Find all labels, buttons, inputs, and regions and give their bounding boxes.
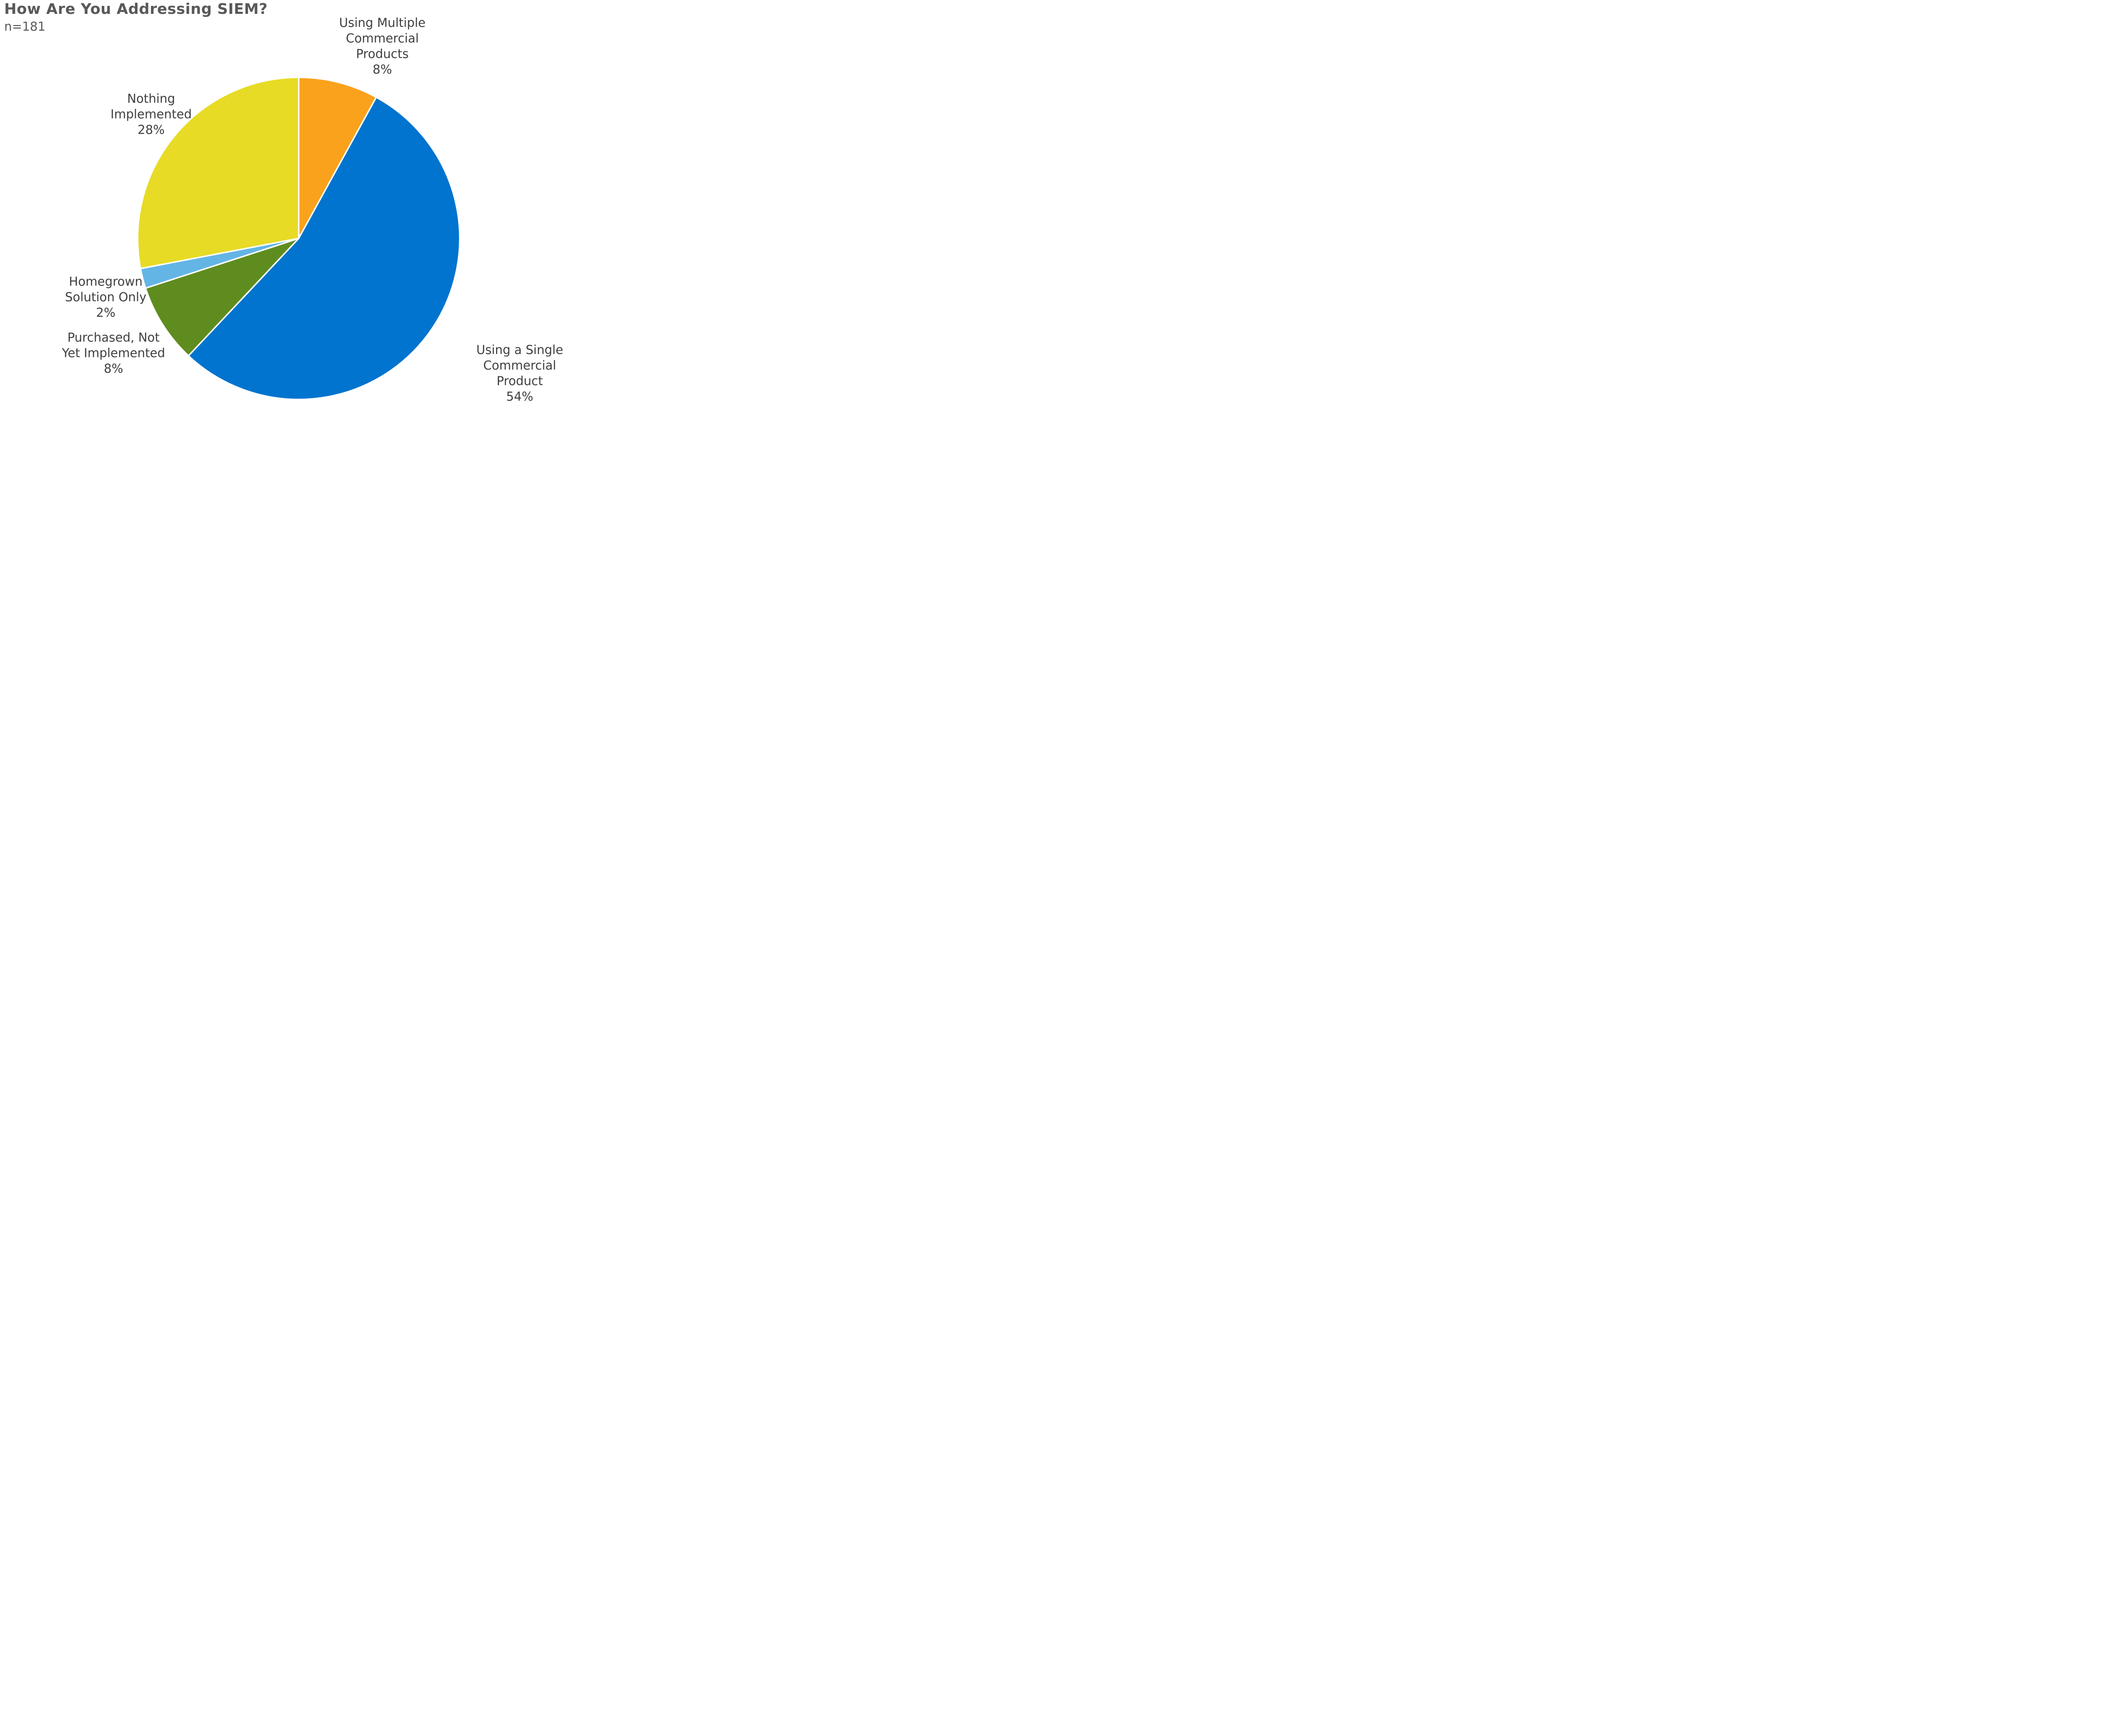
slice-percent: 8% (103, 361, 123, 376)
slice-label-line: Product (496, 373, 543, 388)
pie-slice-4 (137, 77, 300, 270)
slice-label-using-single: Using a Single Commercial Product 54% (476, 342, 563, 404)
slice-label-line: Solution Only (65, 290, 147, 304)
slice-percent: 54% (506, 389, 533, 404)
pie-chart-figure: How Are You Addressing SIEM? n=181 Using… (0, 0, 597, 434)
chart-title: How Are You Addressing SIEM? (4, 1, 268, 18)
slice-label-line: Purchased, Not (67, 330, 160, 345)
pie-chart (137, 77, 461, 400)
slice-label-line: Implemented (110, 107, 192, 122)
slice-label-line: Using Multiple (339, 16, 426, 30)
pie-slice-0 (298, 77, 377, 239)
slice-label-line: Yet Implemented (62, 346, 165, 360)
pie-slice-1 (187, 96, 461, 400)
sample-size-label: n=181 (4, 19, 46, 34)
slice-label-homegrown-solution: Homegrown Solution Only 2% (65, 274, 147, 320)
slice-label-line: Nothing (127, 91, 175, 106)
slice-percent: 2% (96, 305, 116, 320)
slice-label-line: Commercial (346, 31, 419, 46)
slice-label-purchased-not-implemented: Purchased, Not Yet Implemented 8% (62, 330, 165, 377)
slice-percent: 28% (137, 122, 165, 137)
slice-label-line: Homegrown (69, 274, 143, 289)
slice-label-using-multiple: Using Multiple Commercial Products 8% (339, 15, 426, 77)
slice-percent: 8% (372, 62, 392, 77)
slice-label-line: Using a Single (476, 342, 563, 357)
slice-label-nothing-implemented: Nothing Implemented 28% (111, 91, 192, 138)
slice-label-line: Products (356, 47, 409, 61)
slice-label-line: Commercial (483, 358, 556, 373)
pie-slice-2 (145, 238, 300, 357)
